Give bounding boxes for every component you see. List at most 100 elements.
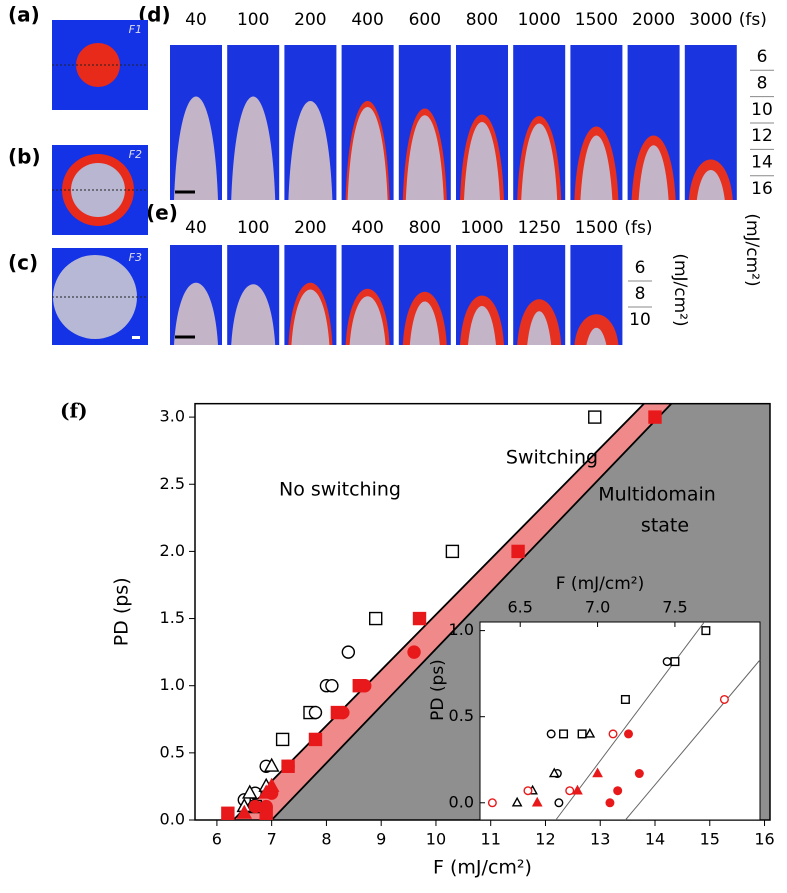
domain-core (638, 145, 669, 200)
panel-label: (a) (8, 3, 40, 27)
time-label: 400 (351, 218, 383, 238)
fluence-label: 10 (629, 310, 651, 330)
fluence-label: 10 (751, 100, 773, 120)
domain-core (580, 135, 613, 200)
x-tick-label: 12 (535, 830, 555, 849)
domain-core (586, 327, 607, 345)
data-point (236, 804, 253, 819)
data-point (241, 784, 258, 799)
time-label: 2000 (632, 10, 675, 30)
x-tick-label: 8 (321, 830, 331, 849)
annotation: No switching (279, 479, 401, 501)
x-tick-label: 13 (590, 830, 610, 849)
data-point (620, 694, 630, 704)
y-tick-label: 2.5 (160, 474, 185, 493)
time-label: 400 (351, 10, 383, 30)
time-label: 3000 (689, 10, 732, 30)
x-axis-label: F (mJ/cm²) (433, 857, 532, 879)
domain-core (527, 311, 552, 345)
domain-core (468, 306, 496, 345)
fluence-label: 12 (751, 126, 773, 146)
data-point (648, 410, 662, 424)
data-point (624, 729, 634, 739)
domain-core (291, 289, 330, 345)
data-point (336, 705, 350, 720)
time-label: 200 (294, 10, 326, 30)
annotation: Multidomain (598, 484, 716, 506)
time-label: 40 (185, 10, 207, 30)
inset-y-label: PD (ps) (428, 659, 448, 721)
annotation: state (641, 515, 689, 537)
domain-core (288, 101, 333, 200)
data-point (588, 410, 602, 424)
boundary-line (232, 403, 645, 821)
fluence-label: 8 (757, 73, 768, 93)
domain-core (231, 284, 276, 345)
y-tick-label: 0.5 (160, 742, 185, 761)
domain-core (174, 96, 218, 200)
inset-x-label: F (mJ/cm²) (556, 574, 644, 594)
domain-core (521, 123, 558, 200)
data-point (572, 784, 583, 795)
data-point (523, 786, 533, 796)
y-axis-label: PD (ps) (111, 577, 133, 646)
domain-core (409, 301, 440, 345)
time-label: 1000 (518, 10, 561, 30)
inset-x-tick-label: 6.5 (507, 598, 532, 617)
data-point (259, 799, 273, 814)
data-point (358, 679, 372, 693)
time-label: 200 (294, 218, 326, 238)
time-label: 1000 (460, 218, 503, 238)
time-label: 100 (237, 218, 269, 238)
domain-core (405, 115, 444, 200)
time-unit: (fs) (739, 10, 767, 30)
domain-core (174, 282, 218, 345)
panel-a-image (52, 20, 148, 110)
fit-line (555, 621, 705, 821)
x-tick-label: 9 (376, 830, 386, 849)
inset-x-tick-label: 7.5 (662, 598, 687, 617)
fluence-label: 8 (635, 284, 646, 304)
data-point (487, 798, 497, 808)
data-point (613, 786, 623, 796)
domain-core (349, 296, 386, 345)
x-tick-label: 16 (754, 830, 774, 849)
y-tick-label: 3.0 (160, 407, 185, 426)
data-point (605, 798, 615, 808)
x-tick-label: 14 (645, 830, 665, 849)
data-point (662, 657, 672, 667)
data-point (263, 757, 280, 772)
y-tick-label: 2.0 (160, 541, 185, 560)
data-point (275, 732, 290, 747)
data-point (308, 732, 323, 747)
annotation: Switching (506, 447, 598, 469)
x-tick-label: 10 (426, 830, 446, 849)
y-tick-label: 1.5 (160, 608, 185, 627)
panel-label: (f) (60, 399, 88, 423)
data-point (511, 796, 523, 807)
time-label: 100 (237, 10, 269, 30)
boundary-line (271, 403, 673, 821)
time-label: 800 (409, 218, 441, 238)
data-point (369, 611, 383, 626)
data-point (511, 544, 525, 559)
data-point (407, 645, 421, 659)
data-point (546, 729, 556, 739)
data-point (559, 729, 569, 739)
data-point (701, 626, 711, 636)
fluence-unit: (mJ/cm²) (742, 213, 762, 286)
fluence-label: 16 (751, 179, 773, 199)
data-point (719, 694, 729, 704)
fluence-label: 14 (751, 153, 773, 173)
data-point (325, 679, 339, 693)
time-label: 1250 (518, 218, 561, 238)
y-tick-label: 1.0 (160, 675, 185, 694)
y-tick-label: 0.0 (160, 810, 185, 829)
time-label: 800 (466, 10, 498, 30)
panel-tag: F2 (129, 148, 142, 161)
x-tick-label: 15 (700, 830, 720, 849)
inset-y-tick-label: 0.5 (449, 706, 474, 725)
inset-y-tick-label: 1.0 (449, 620, 474, 639)
time-unit: (fs) (624, 218, 652, 238)
